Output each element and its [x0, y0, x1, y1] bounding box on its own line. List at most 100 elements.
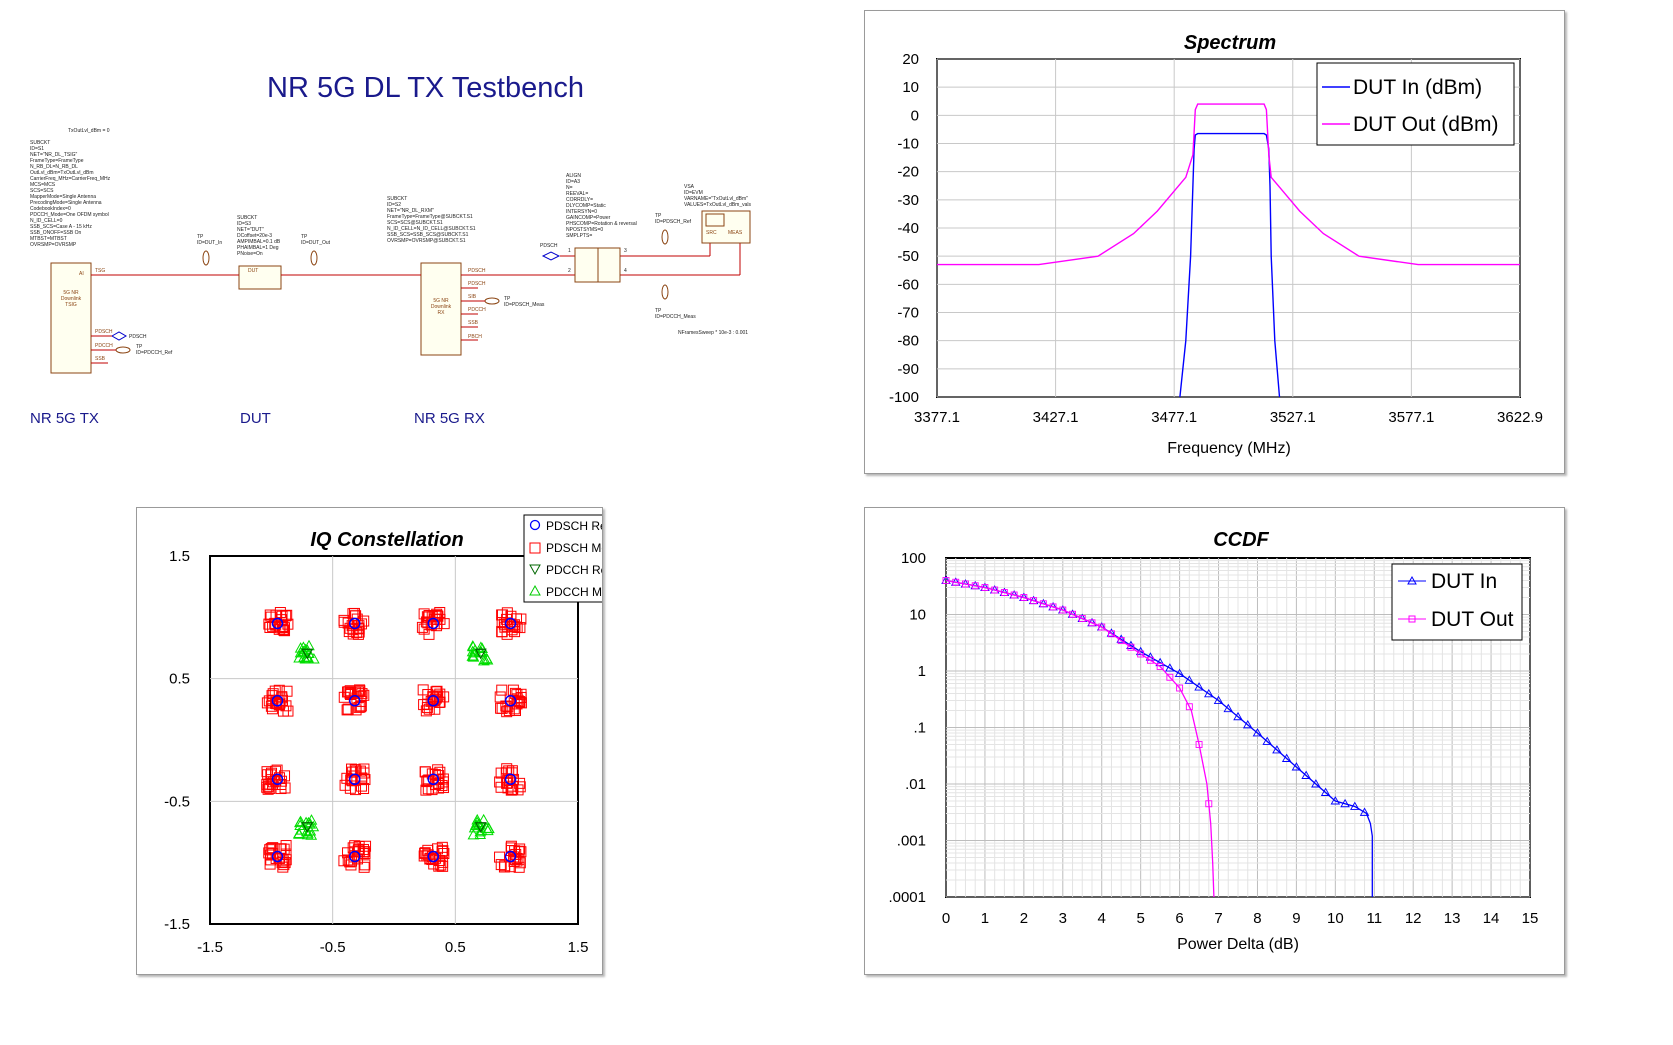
rx-params: SUBCKT ID=S2 NET="NR_DL_RXM" FrameType=F… [387, 196, 476, 244]
ccdf-marker-dut-in [1165, 663, 1175, 672]
ccdf-x-tick: 15 [1522, 910, 1539, 927]
legend-pdcch-meas-label: PDCCH Measured [546, 585, 602, 599]
ccdf-marker-dut-in [1340, 798, 1350, 808]
ccdf-marker-dut-out [1156, 663, 1164, 670]
spectrum-y-tick: -70 [897, 305, 919, 322]
ccdf-marker-dut-in [1350, 801, 1360, 810]
pdcch-reference-point [301, 822, 314, 833]
spectrum-y-tick: -80 [897, 333, 919, 350]
pdsch-measured-point [281, 685, 293, 697]
pdsch-measured-point [356, 772, 368, 784]
ccdf-title: CCDF [1213, 529, 1269, 551]
tx-block[interactable] [50, 262, 92, 374]
dut-params: SUBCKT ID=S3 NET="DUT" DCoffset=20e-3 AM… [237, 215, 281, 257]
ccdf-marker-dut-in [1174, 668, 1185, 678]
ccdf-x-tick: 13 [1444, 910, 1461, 927]
vsa-block[interactable] [701, 210, 751, 244]
legend-pdsch-ref-marker [529, 519, 541, 531]
pdsch-measured-point [341, 704, 353, 716]
spectrum-series-dut-out [937, 103, 1520, 266]
port-pdsch-icon[interactable] [541, 251, 561, 261]
spectrum-y-tick: -10 [897, 136, 919, 153]
pdsch-measured-point [270, 697, 282, 709]
pdsch-measured-point [435, 859, 447, 871]
ccdf-y-tick: .1 [913, 720, 926, 737]
pdsch-reference-point [427, 694, 440, 707]
dut-block[interactable] [238, 265, 282, 290]
iq-y-tick: -1.5 [164, 916, 190, 933]
ccdf-x-tick: 9 [1292, 910, 1300, 927]
pdsch-measured-point [509, 845, 521, 857]
tp-dut-out-icon[interactable] [310, 250, 318, 266]
rx-pin-label-6: PBCH [468, 334, 482, 340]
pdcch-measured-point [478, 653, 491, 665]
ccdf-x-tick: 6 [1175, 910, 1183, 927]
rx-pin-label-4: PDCCH [468, 307, 486, 313]
pdsch-measured-point [498, 618, 510, 630]
tp-pdcch-meas-icon[interactable] [661, 284, 669, 300]
pdsch-measured-point [494, 691, 506, 703]
spectrum-y-tick: -30 [897, 192, 919, 209]
ccdf-marker-dut-out [1010, 591, 1018, 599]
tp-pdsch-meas-icon[interactable] [484, 297, 500, 305]
ccdf-marker-dut-out [1059, 606, 1067, 614]
ccdf-marker-dut-out [1166, 673, 1174, 681]
ccdf-marker-dut-out [1176, 684, 1184, 692]
pdsch-measured-point [423, 628, 435, 640]
block-label-dut: DUT [240, 410, 271, 427]
pdsch-measured-point [358, 861, 370, 873]
ccdf-marker-dut-out [952, 578, 960, 586]
pdsch-reference-point [427, 617, 440, 630]
spectrum-y-tick: -50 [897, 248, 919, 265]
pdsch-measured-point [349, 686, 361, 698]
port-pdsch-tx-icon[interactable] [110, 331, 128, 341]
top-note: TxOutLvl_dBm = 0 [68, 128, 110, 134]
ccdf-marker-dut-in [1233, 711, 1243, 721]
tp-dut-in-icon[interactable] [202, 250, 210, 266]
iq-title: IQ Constellation [310, 529, 463, 551]
legend-pdsch-ref-label: PDSCH Reference [546, 519, 602, 533]
ccdf-marker-dut-in [1242, 719, 1253, 729]
align-pin-4: 4 [624, 268, 627, 274]
spectrum-y-tick: 10 [902, 79, 919, 96]
ccdf-marker-dut-out [1069, 610, 1076, 618]
ccdf-marker-dut-out [1117, 637, 1125, 644]
pdsch-measured-point [267, 842, 279, 854]
spectrum-legend: DUT In (dBm) DUT Out (dBm) [1316, 62, 1515, 146]
ccdf-marker-dut-out [942, 577, 950, 584]
pdsch-measured-point [422, 617, 434, 629]
iq-x-tick: 0.5 [445, 939, 466, 956]
tp-pdcch-meas-label: TP ID=PDCCH_Meas [655, 308, 696, 320]
pdcch-reference-point [301, 648, 314, 660]
ccdf-marker-dut-in [1301, 770, 1311, 779]
vsa-params: VSA ID=EVM VARNAME="TxOutLvl_dBm" VALUES… [684, 184, 752, 208]
pdsch-reference-point [271, 694, 284, 707]
spectrum-y-tick: -60 [897, 276, 919, 293]
pdsch-measured-point [417, 684, 429, 696]
tx-block-text: 5G NR Downlink TSIG [60, 290, 82, 308]
tp-pdsch-ref-icon[interactable] [661, 229, 669, 245]
pdcch-measured-point [467, 649, 479, 661]
spectrum-x-ticks: 3377.1 3427.1 3477.1 3527.1 3577.1 3622.9 [914, 409, 1543, 426]
pdsch-measured-point [431, 618, 443, 630]
ccdf-marker-dut-out [1078, 615, 1086, 622]
pdsch-measured-point [338, 614, 350, 626]
ccdf-y-tick: .01 [905, 776, 926, 793]
legend-pdcch-meas-marker [529, 584, 541, 596]
rx-pin-label-5: SSB [468, 320, 479, 326]
ccdf-marker-dut-in [1184, 675, 1195, 684]
pdsch-measured-point [509, 705, 521, 717]
ccdf-marker-dut-in [1291, 762, 1302, 771]
pdcch-reference-point [474, 822, 487, 833]
nframes-note: NFramesSweep * 10e-3 : 0.001 [678, 330, 749, 336]
tp-pdcch-ref-icon[interactable] [115, 346, 131, 354]
ccdf-x-tick: 8 [1253, 910, 1261, 927]
block-label-rx: NR 5G RX [414, 410, 485, 427]
pdsch-measured-point [420, 784, 432, 796]
spectrum-chart: Spectrum 20 10 0 -10 -20 -30 -40 -50 -60 -70 -80 -9… [889, 32, 1543, 457]
ccdf-legend: DUT In DUT Out [1391, 563, 1523, 641]
rx-block[interactable] [420, 262, 462, 356]
pdsch-measured-point [434, 766, 446, 778]
ccdf-x-tick: 2 [1020, 910, 1028, 927]
pdsch-reference-point [348, 617, 361, 630]
